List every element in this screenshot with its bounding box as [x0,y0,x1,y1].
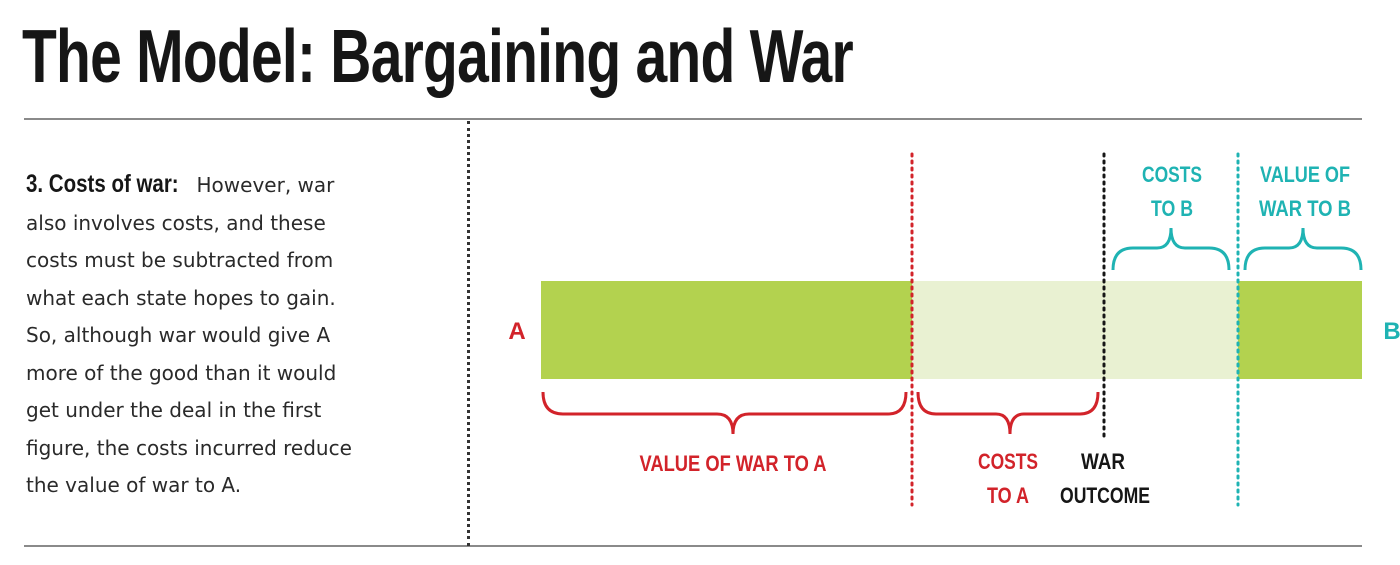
page-title: The Model: Bargaining and War [22,14,854,98]
description-line: However, war [196,173,335,197]
description-panel: 3. Costs of war: However, war also invol… [26,166,446,505]
description-line: So, although war would give A [26,323,331,347]
value-of-war-to-a-segment [541,281,912,379]
costs-to-a-brace [916,391,1100,435]
war-outcome-label-line2: OUTCOME [1060,483,1150,508]
description-lead: 3. Costs of war: [26,170,179,198]
costs-to-b-brace [1111,227,1231,271]
costs-to-a-label-line1: COSTS [978,449,1038,474]
description-line: costs must be subtracted from [26,248,334,272]
endpoint-b-label: B [1383,318,1400,345]
war-outcome-label-line1: WAR [1081,449,1125,474]
value-of-war-to-b-label-line2: WAR TO B [1259,196,1351,221]
description-line: get under the deal in the first [26,398,322,422]
value-of-war-to-a-brace [541,391,908,435]
value-of-war-to-a-label: VALUE OF WAR TO A [640,451,827,476]
description-line: the value of war to A. [26,473,242,497]
bottom-divider [24,545,1362,547]
costs-to-a-label-line2: TO A [987,483,1029,508]
value-of-war-to-b-label-line1: VALUE OF [1260,162,1350,187]
endpoint-a-label: A [508,318,525,345]
costs-to-b-label-line2: TO B [1151,196,1193,221]
column-separator [467,121,470,546]
description-line: what each state hopes to gain. [26,285,336,310]
value-of-war-to-b-segment [1238,281,1362,379]
description-line: more of the good than it would [26,360,337,385]
costs-to-b-label-line1: COSTS [1142,162,1202,187]
top-divider [24,118,1362,120]
value-of-war-to-b-brace [1243,227,1363,271]
description-line: also involves costs, and these [26,210,326,235]
costs-of-war-segment [912,281,1238,379]
description-line: figure, the costs incurred reduce [26,435,352,460]
